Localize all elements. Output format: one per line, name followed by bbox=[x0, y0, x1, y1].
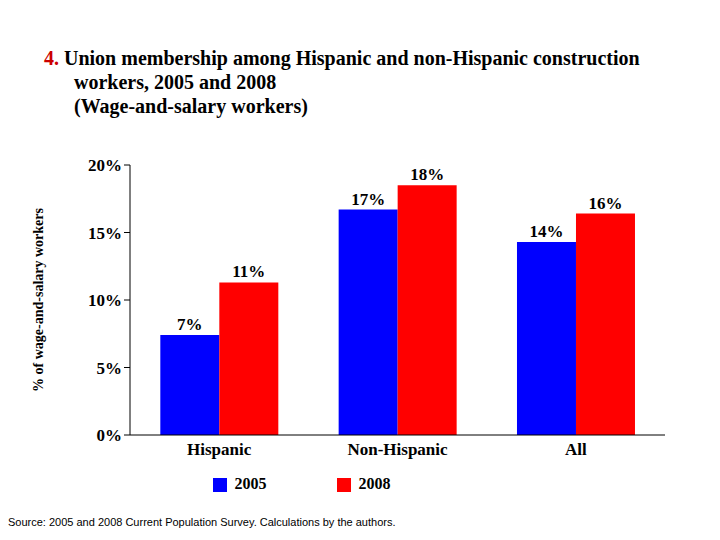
html-text:2005: 2005 bbox=[234, 475, 267, 492]
svg-text:20%: 20% bbox=[88, 156, 122, 175]
svg-text:All: All bbox=[565, 440, 587, 459]
svg-text:% of wage-and-salary workers: % of wage-and-salary workers bbox=[31, 207, 46, 391]
svg-text:11%: 11% bbox=[232, 262, 265, 281]
svg-text:17%: 17% bbox=[351, 190, 385, 209]
svg-text:14%: 14% bbox=[529, 222, 563, 241]
html-text:4. Union membership among Hisp: 4. Union membership among Hispanic and n… bbox=[44, 47, 640, 93]
svg-text:7%: 7% bbox=[177, 315, 203, 334]
svg-text:15%: 15% bbox=[88, 224, 122, 243]
html-text:Source: 2005 and 2008 Current: Source: 2005 and 2008 Current Population… bbox=[8, 516, 396, 528]
svg-text:18%: 18% bbox=[410, 165, 444, 184]
svg-text:16%: 16% bbox=[588, 194, 622, 213]
svg-text:Non-Hispanic: Non-Hispanic bbox=[347, 440, 448, 459]
svg-text:0%: 0% bbox=[97, 426, 123, 445]
svg-text:5%: 5% bbox=[97, 359, 123, 378]
html-text:(Wage-and-salary workers): (Wage-and-salary workers) bbox=[74, 95, 308, 117]
html-text:2008: 2008 bbox=[358, 475, 391, 492]
svg-text:10%: 10% bbox=[88, 291, 122, 310]
svg-text:Hispanic: Hispanic bbox=[187, 440, 252, 459]
